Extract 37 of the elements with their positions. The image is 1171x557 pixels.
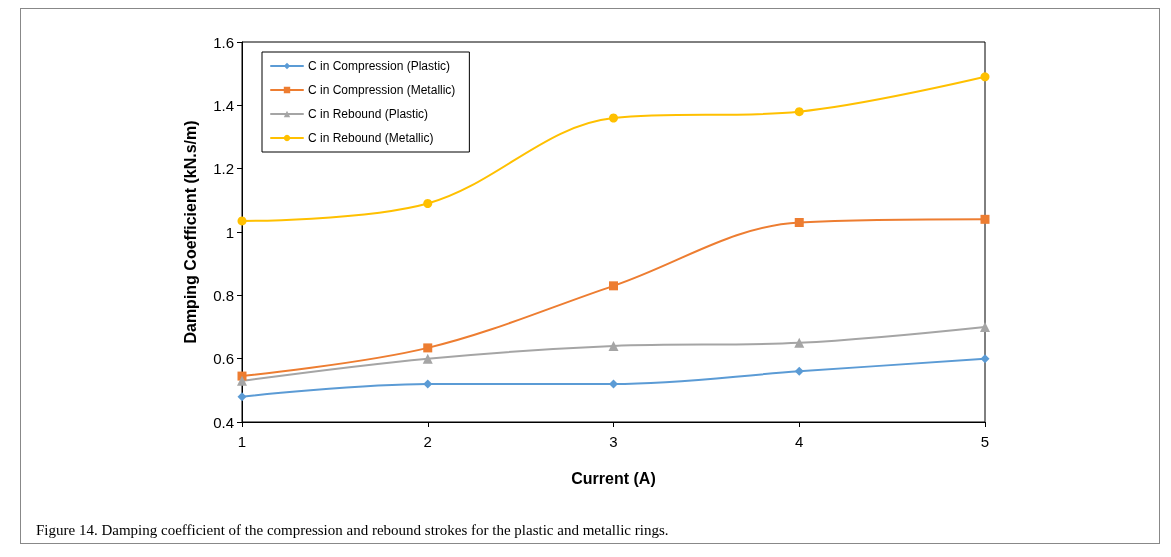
y-tick-label: 1.6 — [213, 33, 234, 51]
legend-label: C in Compression (Metallic) — [308, 83, 456, 97]
x-tick-label: 2 — [423, 433, 432, 450]
point — [237, 375, 247, 386]
point — [422, 353, 433, 364]
y-axis-title: Damping Coefficient (kN.s/m) — [181, 120, 199, 344]
point — [980, 214, 990, 224]
x-tick-label: 1 — [237, 433, 247, 450]
x-tick-label: 3 — [609, 433, 618, 450]
point — [980, 72, 990, 82]
point — [423, 343, 433, 353]
point — [237, 216, 247, 226]
point — [609, 281, 618, 291]
point — [794, 337, 805, 348]
x-tick-label: 5 — [980, 433, 990, 450]
point — [609, 379, 618, 389]
caption: Figure 14. Damping coefficient of the compression and rebound strokes for the plastic and metallic rings. — [36, 521, 669, 538]
point — [237, 392, 247, 402]
point — [794, 218, 804, 227]
y-tick-label: 0.6 — [213, 350, 234, 368]
y-tick-label: 0.4 — [213, 413, 234, 431]
legend-label: C in Rebound (Plastic) — [308, 107, 429, 121]
y-tick-label: 1.2 — [213, 160, 234, 178]
point — [980, 322, 990, 332]
y-tick-label: 0.8 — [213, 286, 234, 304]
point — [609, 113, 618, 123]
y-tick-label: 1.4 — [213, 96, 234, 114]
point — [794, 107, 804, 117]
point — [794, 366, 804, 376]
point — [423, 199, 433, 208]
legend-label: C in Rebound (Metallic) — [308, 131, 434, 145]
point — [980, 354, 990, 364]
x-axis-title: Current (A) — [571, 469, 656, 487]
y-tick-label: 1 — [225, 223, 234, 241]
point — [608, 341, 619, 351]
legend-label: C in Compression (Plastic) — [308, 59, 451, 73]
x-tick-label: 4 — [795, 433, 804, 450]
